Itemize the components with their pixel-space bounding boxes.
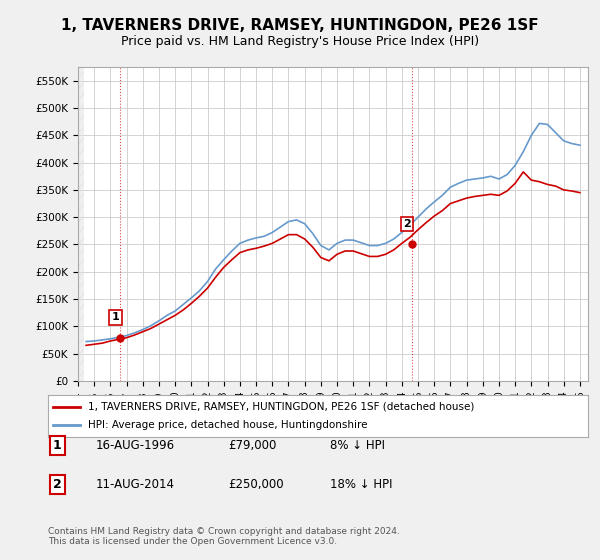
Text: 18% ↓ HPI: 18% ↓ HPI [330, 478, 392, 491]
Text: 2: 2 [403, 219, 411, 229]
Text: £79,000: £79,000 [228, 438, 277, 452]
Text: Price paid vs. HM Land Registry's House Price Index (HPI): Price paid vs. HM Land Registry's House … [121, 35, 479, 49]
Text: 2: 2 [53, 478, 61, 491]
Text: HPI: Average price, detached house, Huntingdonshire: HPI: Average price, detached house, Hunt… [89, 420, 368, 430]
Text: £250,000: £250,000 [228, 478, 284, 491]
Text: 1: 1 [112, 312, 119, 323]
Text: 1, TAVERNERS DRIVE, RAMSEY, HUNTINGDON, PE26 1SF (detached house): 1, TAVERNERS DRIVE, RAMSEY, HUNTINGDON, … [89, 402, 475, 412]
Text: Contains HM Land Registry data © Crown copyright and database right 2024.
This d: Contains HM Land Registry data © Crown c… [48, 526, 400, 546]
Text: 16-AUG-1996: 16-AUG-1996 [96, 438, 175, 452]
Text: 1: 1 [53, 438, 61, 452]
Text: 11-AUG-2014: 11-AUG-2014 [96, 478, 175, 491]
Text: 8% ↓ HPI: 8% ↓ HPI [330, 438, 385, 452]
Text: 1, TAVERNERS DRIVE, RAMSEY, HUNTINGDON, PE26 1SF: 1, TAVERNERS DRIVE, RAMSEY, HUNTINGDON, … [61, 18, 539, 32]
